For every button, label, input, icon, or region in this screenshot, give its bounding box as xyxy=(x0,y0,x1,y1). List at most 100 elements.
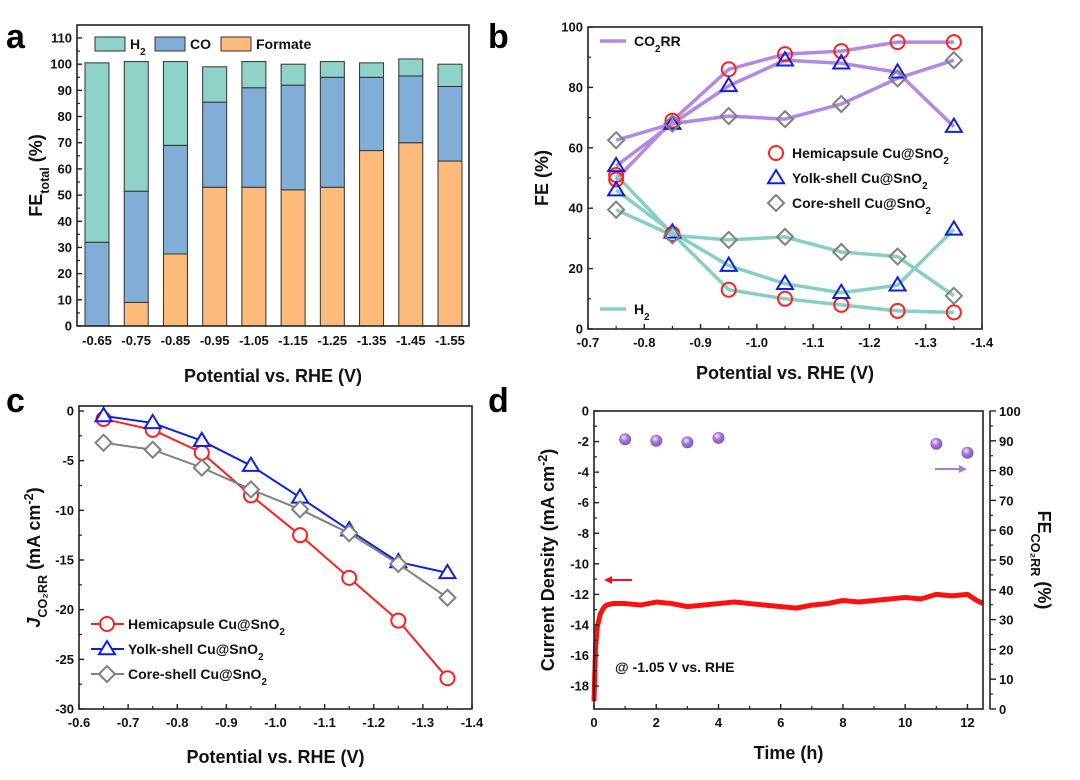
panel-b: 0 20 40 60 80 100 -0.7 -0.8 -0.9 -1.0 -1.1 -1.2 -1.3… xyxy=(532,20,994,384)
triangle-marker xyxy=(718,255,739,272)
y-tick-label: -4 xyxy=(577,465,589,480)
fe-point xyxy=(961,446,974,459)
bar-formate xyxy=(437,160,463,327)
label-part: -2 xyxy=(22,493,36,504)
y-tick-label: -30 xyxy=(55,702,74,717)
y-tick-label: 110 xyxy=(51,31,72,46)
label-part: CO₂RR xyxy=(1028,534,1042,577)
bar-h2 xyxy=(202,66,228,103)
triangle-marker xyxy=(97,639,117,656)
panel-d: 0 -2 -4 -6 -8 -10 -12 -14 -16 -18 0 2 4 6 8 10 12 0 10 20 30… xyxy=(536,404,1054,764)
circle-marker xyxy=(99,616,115,632)
y-tick-label: 0 xyxy=(582,404,589,419)
diamond-marker xyxy=(606,130,626,150)
circle-marker xyxy=(193,444,210,461)
x-tick-label: 10 xyxy=(898,715,912,730)
diamond-marker xyxy=(775,227,795,247)
legend-label: Core-shell Cu@SnO2 xyxy=(792,195,931,217)
label-part: Current Density (mA cm xyxy=(538,466,558,671)
y-tick-label: -16 xyxy=(570,648,589,663)
y-tick-label: 30 xyxy=(58,240,72,255)
label-part: Formate xyxy=(256,36,311,52)
legend-label: Hemicapsule Cu@SnO2 xyxy=(792,145,949,167)
circle-marker xyxy=(292,527,309,544)
x-tick-label: 6 xyxy=(777,715,784,730)
bar-co xyxy=(398,75,424,144)
fe-point xyxy=(619,433,632,446)
label-part: (%) xyxy=(26,134,46,167)
bar-h2 xyxy=(319,61,345,78)
fe-point xyxy=(650,434,663,447)
series-line xyxy=(615,208,955,298)
label-part: Yolk-shell Cu@SnO xyxy=(128,641,258,657)
fe-point xyxy=(712,431,725,444)
right-y-axis-title: FECO₂RR (%) xyxy=(1028,511,1054,610)
label-part: 2 xyxy=(140,47,146,58)
circle-marker xyxy=(720,281,737,298)
x-tick-label: 4 xyxy=(715,715,723,730)
y-tick-label: -18 xyxy=(570,679,589,694)
circle-marker xyxy=(664,112,681,129)
x-axis-title: Time (h) xyxy=(754,743,824,763)
legend-label: H2 xyxy=(634,301,650,323)
diamond-marker xyxy=(339,523,359,543)
panel-letter-a: a xyxy=(6,18,26,56)
y-tick-label: -10 xyxy=(55,503,74,518)
legend-label: Core-shell Cu@SnO2 xyxy=(128,666,267,688)
circle-marker xyxy=(777,290,793,307)
x-axis-title: Potential vs. RHE (V) xyxy=(184,366,362,386)
triangle-marker xyxy=(766,168,786,185)
y-tick-label: 20 xyxy=(569,261,583,276)
y-tick-label: -5 xyxy=(62,453,74,468)
y-axis-title: FEtotal (%) xyxy=(26,134,52,217)
series-line xyxy=(614,40,954,181)
y-tick-label: -15 xyxy=(55,553,74,568)
legend-label: H2 xyxy=(130,36,146,58)
x-tick-label: 0 xyxy=(590,715,597,730)
y-tick-label: 40 xyxy=(569,201,583,216)
panel-letter-b: b xyxy=(488,18,509,56)
triangle-marker xyxy=(718,75,739,93)
legend-label: CO xyxy=(190,36,211,52)
label-part: ) xyxy=(538,449,558,455)
y-tick-label: 80 xyxy=(569,80,583,95)
y-tick-label: 60 xyxy=(569,140,583,155)
x-tick-label: 12 xyxy=(960,715,974,730)
circle-marker xyxy=(390,612,407,629)
bar-h2 xyxy=(123,61,149,192)
y-tick-label: -6 xyxy=(577,495,589,510)
x-tick-label: -1.2 xyxy=(858,335,880,350)
triangle-marker xyxy=(831,53,852,70)
left-y-axis-title: Current Density (mA cm-2) xyxy=(536,449,558,672)
label-part: J xyxy=(24,617,44,628)
triangle-marker xyxy=(142,412,163,430)
bar-formate xyxy=(359,150,385,327)
diamond-marker xyxy=(944,50,964,70)
x-tick-label: -0.9 xyxy=(215,715,237,730)
triangle-marker xyxy=(662,113,683,130)
y-tick-label: -2 xyxy=(577,434,589,449)
circle-marker xyxy=(945,304,962,321)
x-tick-label: -1.1 xyxy=(802,335,824,350)
right-y-tick-label: 100 xyxy=(999,404,1021,419)
bar-formate xyxy=(241,186,267,327)
diamond-marker xyxy=(766,193,786,213)
bar-co xyxy=(84,241,110,327)
y-tick-label: -20 xyxy=(55,602,74,617)
circle-marker xyxy=(341,569,358,586)
bar-formate xyxy=(319,186,345,327)
y-tick-label: 100 xyxy=(50,57,72,72)
label-part: 2 xyxy=(261,677,267,688)
y-axis-title: JCO₂RR (mA cm-2) xyxy=(22,487,50,627)
bar-formate xyxy=(162,253,188,327)
triangle-marker xyxy=(437,562,458,580)
plot-frame xyxy=(593,410,984,710)
circle-marker xyxy=(889,34,906,51)
panel-a: 0 10 20 30 40 50 60 70 80 90 100 110 -0.65 -0.75 -0.85… xyxy=(26,24,470,386)
y-tick-label: 20 xyxy=(58,266,72,281)
bar-h2 xyxy=(437,63,463,87)
label-part: 2 xyxy=(943,156,949,167)
y-tick-label: -25 xyxy=(55,652,74,667)
triangle-marker xyxy=(606,180,626,197)
